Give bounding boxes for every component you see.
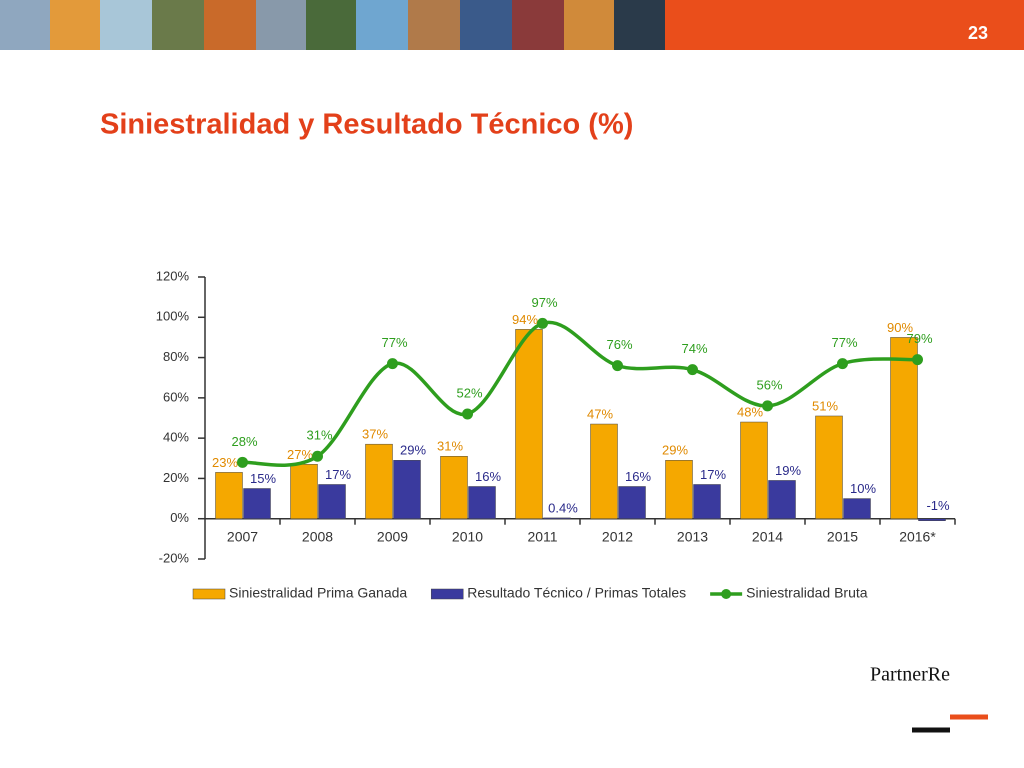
x-tick-label: 2016* — [899, 528, 936, 544]
bar — [618, 486, 646, 519]
data-label: 37% — [362, 427, 388, 442]
data-label: 79% — [906, 331, 932, 346]
bar — [543, 517, 571, 520]
data-label: 17% — [325, 467, 351, 482]
data-label: 74% — [681, 341, 707, 356]
data-label: 77% — [831, 335, 857, 350]
y-tick-label: 0% — [170, 510, 189, 525]
line-marker — [237, 456, 248, 468]
banner — [665, 0, 1024, 50]
line-marker — [312, 450, 323, 462]
line-marker — [687, 364, 698, 376]
bar — [243, 488, 271, 519]
x-tick-label: 2010 — [452, 528, 483, 544]
x-tick-label: 2013 — [677, 528, 708, 544]
line-marker — [912, 354, 923, 366]
bar — [365, 443, 393, 519]
bar — [693, 484, 721, 519]
y-tick-label: 20% — [163, 470, 189, 485]
line — [242, 320, 918, 467]
data-label: 31% — [306, 428, 332, 443]
data-label: 16% — [625, 469, 651, 484]
page-number: 23 — [968, 23, 988, 43]
data-label: 56% — [756, 377, 782, 392]
data-label: 51% — [812, 398, 838, 413]
y-tick-label: 100% — [156, 309, 190, 324]
x-tick-label: 2009 — [377, 528, 408, 544]
data-label: 29% — [662, 443, 688, 458]
line-marker — [537, 317, 548, 329]
x-tick-label: 2011 — [527, 528, 557, 544]
data-label: 94% — [512, 312, 538, 327]
data-label: 17% — [700, 467, 726, 482]
x-tick-label: 2012 — [602, 528, 633, 544]
bar — [918, 518, 946, 521]
bar — [843, 498, 871, 519]
data-label: 76% — [606, 337, 632, 352]
bar — [393, 460, 421, 519]
bar — [890, 337, 918, 519]
bar — [740, 421, 768, 519]
legend-label: Siniestralidad Bruta — [746, 585, 868, 601]
data-label: 47% — [587, 406, 613, 421]
data-label: 90% — [887, 320, 913, 335]
bar — [440, 456, 468, 519]
data-label: 16% — [475, 469, 501, 484]
legend-label: Siniestralidad Prima Ganada — [229, 585, 407, 601]
bar — [590, 423, 618, 519]
x-tick-label: 2008 — [302, 528, 333, 544]
legend-label: Resultado Técnico / Primas Totales — [467, 585, 686, 601]
y-tick-label: 80% — [163, 349, 189, 364]
banner-photos — [0, 0, 665, 50]
line-marker — [387, 358, 398, 370]
y-tick-label: 60% — [163, 389, 189, 404]
y-tick-label: -20% — [159, 550, 190, 565]
x-tick-label: 2014 — [752, 528, 783, 544]
legend-swatch — [192, 588, 226, 600]
data-label: 28% — [231, 434, 257, 449]
bar — [468, 486, 496, 519]
legend-swatch — [430, 588, 464, 600]
line-marker — [462, 408, 473, 420]
line-marker — [612, 360, 623, 372]
y-tick-label: 40% — [163, 430, 189, 445]
data-label: 19% — [775, 463, 801, 478]
data-label: 31% — [437, 439, 463, 454]
data-label: 27% — [287, 447, 313, 462]
data-label: 48% — [737, 404, 763, 419]
line-marker — [762, 400, 773, 412]
y-tick-label: 120% — [156, 268, 190, 283]
logo: PartnerRe — [870, 664, 950, 686]
data-label: 15% — [250, 471, 276, 486]
data-label: 97% — [531, 295, 557, 310]
chart-title: Siniestralidad y Resultado Técnico (%) — [100, 109, 633, 141]
data-label: 23% — [212, 455, 238, 470]
data-label: 52% — [456, 385, 482, 400]
data-label: 29% — [400, 443, 426, 458]
bar — [290, 464, 318, 519]
bar — [318, 484, 346, 519]
data-label: -1% — [926, 498, 950, 513]
bar — [815, 415, 843, 519]
data-label: 10% — [850, 481, 876, 496]
line-marker — [837, 358, 848, 370]
bar — [215, 472, 243, 519]
bar — [515, 329, 543, 519]
bar — [768, 480, 796, 519]
bar — [665, 460, 693, 519]
x-tick-label: 2007 — [227, 528, 258, 544]
data-label: 0.4% — [548, 500, 578, 515]
legend-swatch — [721, 589, 732, 599]
x-tick-label: 2015 — [827, 528, 858, 544]
data-label: 77% — [381, 335, 407, 350]
